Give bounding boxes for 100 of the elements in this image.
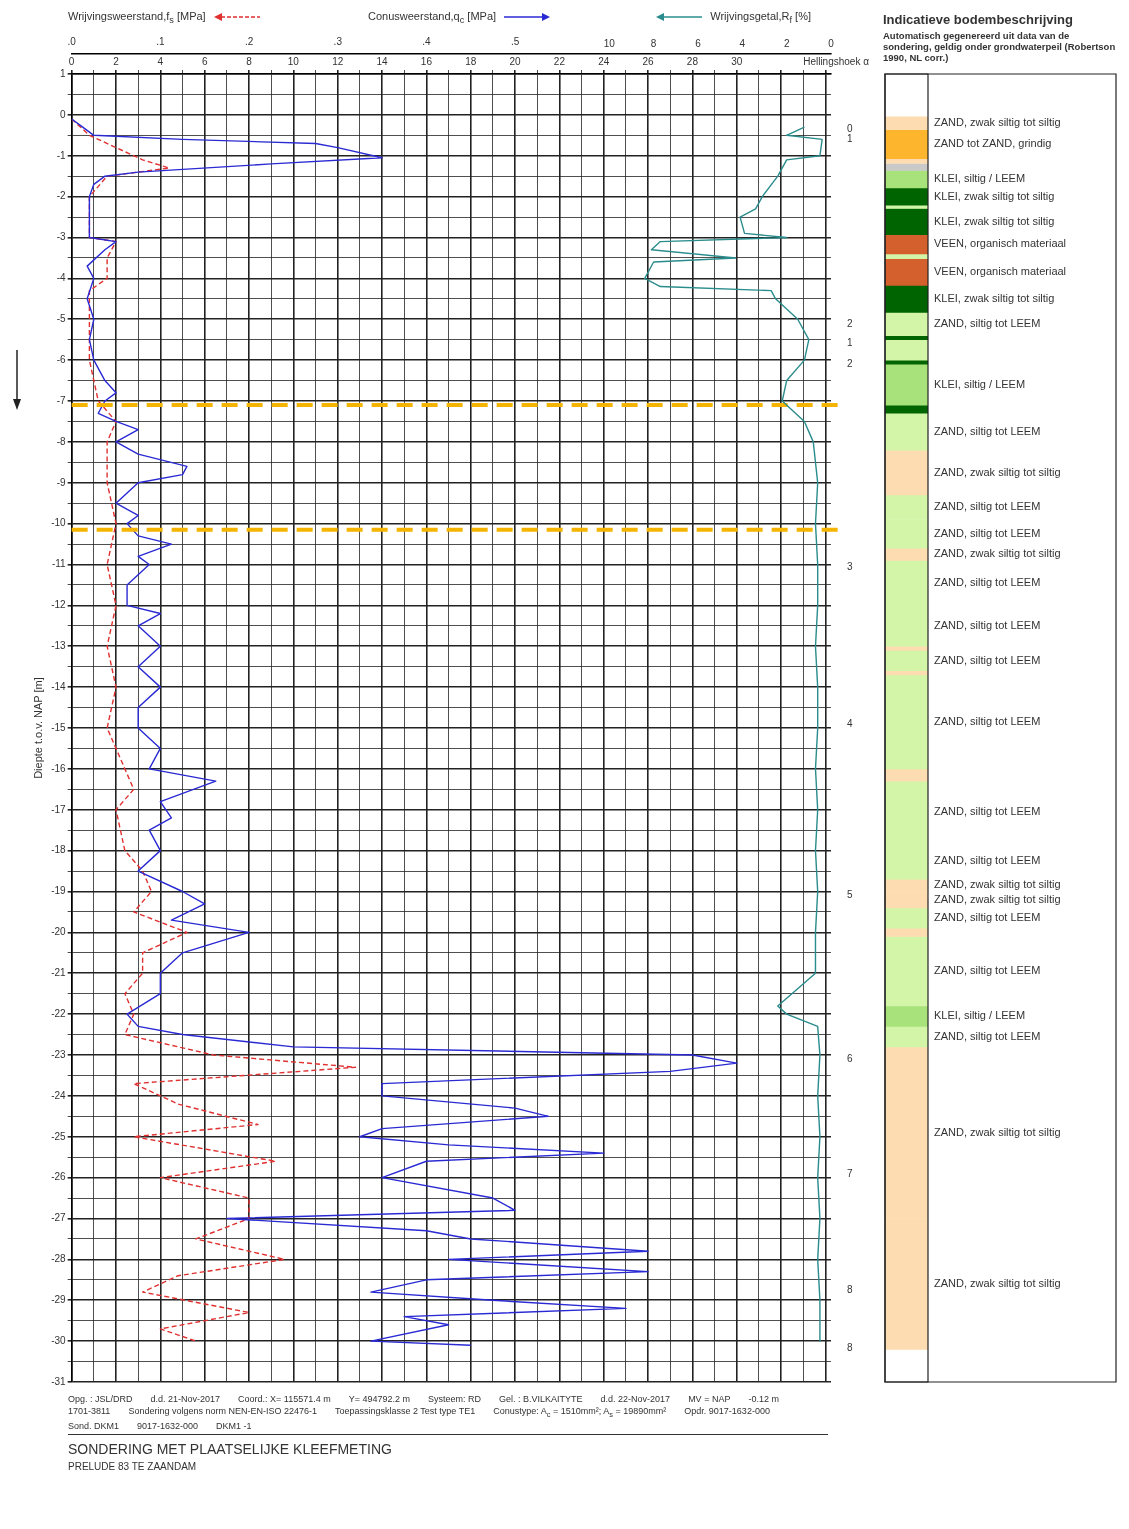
text: MV = NAP bbox=[688, 1394, 731, 1404]
y-tick-label: -9 bbox=[56, 476, 67, 488]
text: PRELUDE 83 TE ZAANDAM bbox=[68, 1460, 197, 1472]
annotation: 2 bbox=[847, 358, 853, 370]
bar bbox=[885, 258, 928, 286]
y-tick-label: -17 bbox=[51, 803, 67, 815]
series-label: ZAND, siltig tot LEEM bbox=[934, 804, 1041, 817]
series-label: KLEI, zwak siltig tot siltig bbox=[934, 214, 1055, 227]
x2-tick-label: .1 bbox=[156, 35, 165, 47]
series-label: VEEN, organisch materiaal bbox=[934, 237, 1067, 250]
x2-tick-label: .4 bbox=[422, 35, 432, 47]
y-tick-label: -8 bbox=[56, 435, 67, 447]
series-label: VEEN, organisch materiaal bbox=[934, 265, 1067, 278]
x2-tick-label: .3 bbox=[333, 35, 343, 47]
series-label: ZAND, zwak siltig tot siltig bbox=[934, 116, 1061, 129]
x-tick-label: 28 bbox=[686, 55, 699, 67]
y-tick-label: -25 bbox=[51, 1130, 67, 1142]
series-label: ZAND, zwak siltig tot siltig bbox=[934, 892, 1061, 905]
x-tick-label: 6 bbox=[695, 37, 702, 49]
series-label: KLEI, zwak siltig tot siltig bbox=[934, 189, 1055, 202]
y-tick-label: 1 bbox=[60, 67, 67, 79]
text: d.d. 21-Nov-2017 bbox=[150, 1394, 221, 1404]
x-tick-label: 30 bbox=[731, 55, 743, 67]
y-tick-label: -11 bbox=[51, 558, 67, 570]
bar bbox=[885, 449, 928, 496]
bar bbox=[885, 234, 928, 255]
bar bbox=[885, 116, 928, 130]
annotation: 8 bbox=[847, 1284, 853, 1296]
bar bbox=[885, 339, 928, 361]
text: Y= 494792.2 m bbox=[348, 1394, 411, 1404]
text: Sondering volgens norm NEN-EN-ISO 22476-1 bbox=[128, 1406, 317, 1418]
y-tick-label: -28 bbox=[51, 1253, 67, 1265]
series-label: ZAND, siltig tot LEEM bbox=[934, 911, 1041, 924]
y-tick-label: -15 bbox=[51, 721, 67, 733]
y-tick-label: -10 bbox=[51, 517, 67, 529]
annotation: 0 bbox=[847, 122, 853, 134]
x-tick-label: 10 bbox=[287, 55, 300, 67]
bar bbox=[885, 208, 928, 235]
annotation: 1 bbox=[847, 337, 853, 349]
y-tick-label: -3 bbox=[56, 231, 67, 243]
x-tick-label: 20 bbox=[509, 55, 522, 67]
x2-axis-title: Wrijvingsweerstand,f$_{s}$ [MPa] bbox=[68, 10, 206, 26]
y-tick-label: -29 bbox=[51, 1294, 67, 1305]
y-tick-label: -12 bbox=[51, 599, 67, 611]
annotation: 6 bbox=[847, 1052, 853, 1064]
series-label: ZAND, siltig tot LEEM bbox=[934, 575, 1041, 588]
x-tick-label: 0 bbox=[68, 55, 75, 67]
text: Opdr. 9017-1632-000 bbox=[684, 1406, 770, 1418]
annotation: 3 bbox=[847, 560, 853, 572]
text: Opg. : JSL/DRD bbox=[68, 1394, 133, 1404]
series-label: ZAND, siltig tot LEEM bbox=[934, 424, 1041, 437]
x-axis-title: Conusweerstand,q$_{c}$ [MPa] bbox=[368, 10, 497, 26]
y-tick-label: -20 bbox=[51, 926, 67, 938]
series-label: ZAND, zwak siltig tot siltig bbox=[934, 465, 1061, 478]
text: Conustype: A$_{c}$ = 1510mm²; A$_{s}$ = 19890mm² bbox=[493, 1406, 667, 1419]
x-tick-label: 4 bbox=[157, 55, 164, 67]
bar bbox=[885, 547, 928, 561]
series-label: ZAND, zwak siltig tot siltig bbox=[934, 1125, 1061, 1138]
y-tick-label: -26 bbox=[51, 1171, 67, 1183]
y-tick-label: -27 bbox=[51, 1212, 67, 1224]
x2-tick-label: .2 bbox=[244, 35, 254, 47]
x-tick-label: 4 bbox=[739, 37, 746, 49]
x-tick-label: 10 bbox=[603, 37, 616, 49]
bar bbox=[885, 650, 928, 672]
y-tick-label: -7 bbox=[56, 394, 67, 406]
y-tick-label: -2 bbox=[56, 190, 67, 202]
bar bbox=[885, 311, 928, 336]
y-tick-label: -18 bbox=[51, 844, 67, 856]
y-tick-label: -5 bbox=[56, 313, 67, 324]
series-label: ZAND, siltig tot LEEM bbox=[934, 526, 1041, 539]
y-axis-title: Diepte t.o.v. NAP [m] bbox=[31, 677, 44, 779]
x-tick-label: 22 bbox=[553, 55, 566, 67]
y-tick-label: -21 bbox=[51, 967, 67, 978]
text: -0.12 m bbox=[748, 1394, 779, 1404]
y-tick-label: -23 bbox=[51, 1048, 67, 1060]
y-tick-label: -30 bbox=[51, 1334, 67, 1346]
text: Hellingshoek α bbox=[803, 55, 870, 67]
chart-subtitle: Automatisch gegenereerd uit data van de sondering, geldig onder grondwaterpeil (Robertson 1990, NL corr.) bbox=[883, 30, 1116, 63]
series-label: KLEI, siltig / LEEM bbox=[934, 1009, 1026, 1022]
x-tick-label: 2 bbox=[783, 37, 790, 49]
y-tick-label: -16 bbox=[51, 762, 67, 774]
text: Sond. DKM1 bbox=[68, 1420, 120, 1431]
series-label: ZAND tot ZAND, grindig bbox=[934, 137, 1052, 150]
series-label: ZAND, siltig tot LEEM bbox=[934, 653, 1041, 666]
x2-tick-label: .0 bbox=[67, 35, 77, 47]
series-label: KLEI, siltig / LEEM bbox=[934, 172, 1026, 185]
series-label: ZAND, zwak siltig tot siltig bbox=[934, 878, 1061, 891]
annotation: 2 bbox=[847, 317, 853, 329]
x-tick-label: 6 bbox=[201, 55, 208, 67]
x-tick-label: 18 bbox=[465, 55, 477, 67]
series-label: ZAND, zwak siltig tot siltig bbox=[934, 547, 1061, 560]
text: DKM1 -1 bbox=[216, 1420, 252, 1431]
bar bbox=[885, 284, 928, 313]
x-tick-label: 12 bbox=[332, 55, 344, 67]
x-axis-title: Wrijvingsgetal,R$_{f}$ [%] bbox=[710, 10, 811, 26]
series-label: ZAND, siltig tot LEEM bbox=[934, 853, 1041, 866]
y-tick-label: -14 bbox=[51, 680, 67, 692]
y-tick-label: -6 bbox=[56, 353, 67, 365]
bar bbox=[885, 1026, 928, 1048]
chart-title: Indicatieve bodembeschrijving bbox=[883, 12, 1073, 27]
